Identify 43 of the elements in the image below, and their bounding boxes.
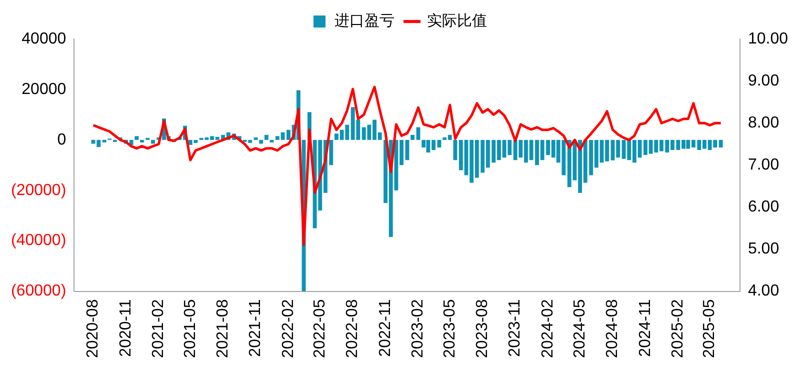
y2-tick-label: 7.00 (748, 156, 780, 174)
x-tick-label: 2025-02 (670, 299, 687, 358)
x-tick-label: 2023-08 (474, 299, 492, 358)
y-tick-label: 0 (57, 131, 66, 148)
x-tick-label: 2024-05 (571, 299, 588, 358)
x-tick-label: 2022-08 (344, 299, 362, 358)
y-tick-label: (20000) (10, 182, 66, 199)
bar (718, 140, 723, 148)
x-tick-label: 2023-02 (410, 299, 427, 358)
bar (102, 140, 106, 142)
bar (134, 136, 139, 140)
x-tick-label: 2023-05 (441, 299, 458, 358)
x-tick-label: 2020-11 (117, 299, 134, 357)
x-tick-label: 2022-02 (280, 299, 297, 358)
bar (259, 140, 264, 144)
y-tick-label: 40000 (22, 30, 66, 48)
x-tick-label: 2022-05 (312, 299, 329, 358)
bar (264, 134, 268, 140)
x-tick-label: 2021-11 (247, 299, 264, 357)
y2-tick-label: 6.00 (748, 198, 780, 216)
y2-tick-label: 9.00 (748, 72, 780, 90)
x-tick-label: 2024-08 (604, 299, 622, 358)
x-tick-label: 2020-08 (84, 299, 102, 358)
legend-label: 进口盈亏 (334, 12, 394, 30)
x-tick-label: 2024-11 (636, 299, 654, 357)
bar (140, 140, 144, 142)
x-tick-label: 2022-11 (376, 299, 394, 357)
x-tick-label: 2025-05 (701, 299, 718, 358)
y-tick-label: (60000) (10, 282, 66, 300)
y2-tick-label: 10.00 (748, 30, 788, 48)
x-tick-label: 2021-08 (214, 299, 232, 358)
y-tick-label: 20000 (22, 80, 66, 98)
y2-tick-label: 5.00 (748, 240, 780, 258)
x-tick-label: 2023-11 (506, 299, 524, 357)
x-tick-label: 2021-02 (150, 299, 168, 358)
y-tick-label: (40000) (10, 232, 66, 250)
x-tick-label: 2021-05 (182, 299, 199, 358)
legend-label: 实际比值 (427, 12, 487, 30)
x-tick-label: 2024-02 (539, 299, 556, 358)
y2-tick-label: 4.00 (748, 282, 780, 300)
bar (151, 140, 155, 144)
bar (410, 134, 415, 140)
y2-tick-label: 8.00 (748, 114, 780, 132)
